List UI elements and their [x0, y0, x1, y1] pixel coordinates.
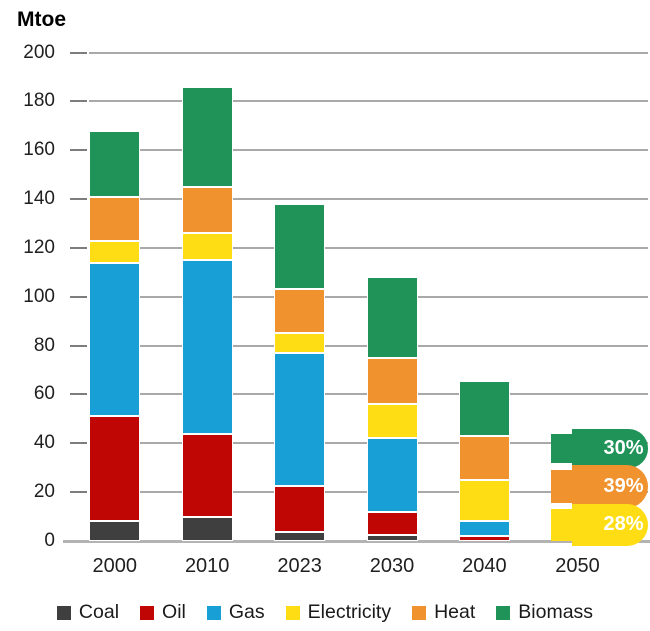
y-tick-label: 180 — [23, 90, 55, 112]
legend-swatch-icon — [496, 605, 511, 620]
legend-swatch-icon — [206, 605, 221, 620]
pill-cap-heat — [571, 464, 648, 508]
bar-segment-electricity — [89, 240, 141, 263]
bar-segment-oil — [89, 416, 141, 522]
y-axis-unit-label: Mtoe — [17, 8, 66, 31]
bar-segment-biomass — [181, 86, 233, 187]
legend-item-biomass: Biomass — [496, 601, 593, 624]
legend-item-coal: Coal — [56, 601, 120, 624]
bar-segment-biomass — [366, 277, 418, 358]
y-tick-label: 20 — [33, 481, 55, 503]
legend-label: Heat — [434, 601, 476, 623]
bar-segment-biomass — [274, 203, 326, 290]
legend-label: Biomass — [518, 601, 594, 623]
legend-swatch-icon — [412, 605, 427, 620]
x-tick-label-2040: 2040 — [462, 555, 507, 577]
y-tick-mark — [70, 100, 87, 103]
y-tick-label: 120 — [23, 236, 55, 258]
y-tick-label: 60 — [33, 383, 55, 405]
y-tick-mark — [70, 393, 87, 396]
bar-segment-electricity — [458, 479, 510, 522]
legend-swatch-icon — [285, 605, 300, 620]
pill-percentage-label: 39% — [603, 474, 644, 497]
y-tick-label: 160 — [23, 139, 55, 161]
gridline — [89, 246, 648, 249]
legend-swatch-icon — [56, 605, 71, 620]
y-tick-mark — [70, 344, 87, 347]
x-tick-label-2023: 2023 — [277, 555, 322, 577]
legend-item-heat: Heat — [412, 601, 475, 624]
bar-segment-biomass — [89, 130, 141, 197]
bar-segment-oil — [366, 511, 418, 535]
bar-segment-electricity — [366, 404, 418, 439]
gridline — [89, 198, 648, 201]
y-tick-label: 0 — [44, 530, 55, 551]
legend-label: Coal — [78, 601, 120, 623]
bar-segment-heat — [181, 186, 233, 234]
gridline — [89, 100, 648, 103]
bar-segment-heat — [458, 435, 510, 480]
pill-cap-electricity — [571, 504, 648, 546]
legend-item-electricity: Electricity — [285, 601, 392, 624]
y-tick-mark — [70, 51, 87, 54]
y-tick-mark — [70, 149, 87, 152]
x-tick-label-2030: 2030 — [369, 555, 415, 577]
x-tick-label-2010: 2010 — [184, 555, 230, 577]
y-tick-mark — [70, 442, 87, 445]
bar-segment-electricity — [181, 233, 233, 261]
pill-percentage-label: 28% — [603, 513, 644, 536]
bar-segment-heat — [274, 289, 326, 334]
y-tick-label: 40 — [33, 432, 55, 454]
bar-segment-coal — [274, 532, 326, 541]
bar-segment-gas — [458, 521, 510, 537]
pill-percentage-label: 30% — [603, 437, 644, 460]
bar-segment-electricity — [274, 333, 326, 353]
x-tick-label-2000: 2000 — [92, 555, 138, 577]
bar-segment-heat — [89, 196, 141, 241]
x-axis-line — [63, 540, 650, 543]
pill-cap-biomass — [571, 429, 648, 468]
bar-segment-coal — [366, 534, 418, 541]
y-tick-label: 80 — [33, 334, 55, 356]
y-tick-mark — [70, 246, 87, 249]
bar-segment-gas — [89, 262, 141, 417]
y-tick-label: 140 — [23, 188, 55, 210]
x-tick-label-2050: 2050 — [555, 555, 600, 577]
legend-item-oil: Oil — [140, 601, 186, 624]
gridline — [89, 51, 648, 54]
legend-label: Gas — [228, 601, 265, 623]
y-tick-mark — [70, 491, 87, 494]
bar-segment-heat — [366, 357, 418, 405]
legend-label: Electricity — [307, 601, 392, 623]
y-tick-label: 200 — [23, 41, 55, 63]
bar-segment-gas — [366, 438, 418, 512]
legend-swatch-icon — [140, 605, 155, 620]
bar-segment-oil — [458, 536, 510, 541]
gridline — [89, 149, 648, 152]
bar-segment-biomass — [458, 381, 510, 436]
bar-segment-coal — [89, 521, 141, 541]
bar-segment-gas — [274, 352, 326, 487]
legend-item-gas: Gas — [206, 601, 265, 624]
y-tick-mark — [70, 198, 87, 201]
bar-segment-oil — [274, 486, 326, 533]
bar-segment-gas — [181, 260, 233, 434]
chart-legend: Coal Oil Gas Electricity Heat Biomass — [0, 601, 650, 624]
bar-segment-coal — [181, 516, 233, 541]
y-tick-label: 100 — [23, 285, 55, 307]
bar-segment-oil — [181, 433, 233, 517]
legend-label: Oil — [162, 601, 186, 623]
y-tick-mark — [70, 295, 87, 298]
